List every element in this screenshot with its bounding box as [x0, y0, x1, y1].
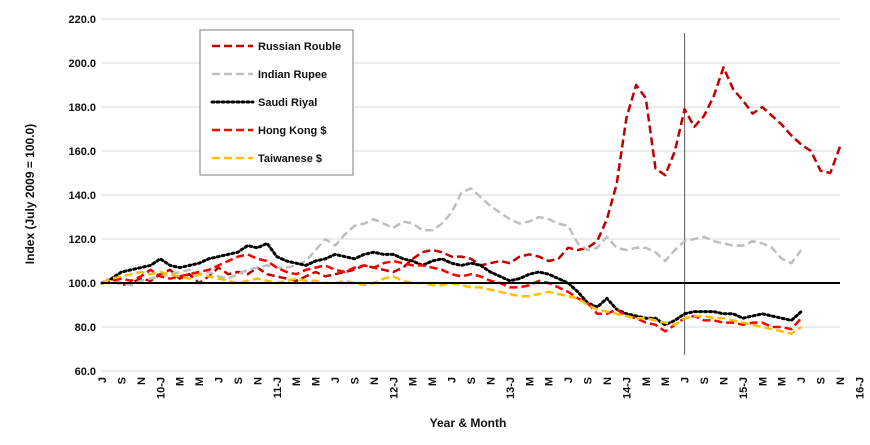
x-tick-label: M — [641, 377, 653, 386]
legend-label: Taiwanese $ — [258, 153, 322, 165]
x-tick-label: 11-J — [272, 377, 284, 398]
x-tick-label: S — [816, 377, 828, 384]
legend-label: Hong Kong $ — [258, 125, 326, 137]
x-tick-label: S — [699, 377, 711, 384]
legend-label: Russian Rouble — [258, 41, 341, 53]
x-tick-label: S — [233, 377, 245, 384]
y-tick-label: 200.0 — [68, 58, 96, 70]
x-tick-label: S — [583, 377, 595, 384]
series-line-hong-kong — [101, 253, 803, 333]
x-tick-label: J — [563, 377, 575, 383]
x-tick-label: N — [369, 377, 381, 385]
x-tick-label: 14-J — [621, 377, 633, 399]
x-tick-label: M — [757, 377, 769, 386]
y-tick-label: 160.0 — [68, 146, 96, 158]
x-tick-label: M — [660, 377, 672, 386]
x-tick-label: M — [175, 377, 187, 386]
y-tick-label: 180.0 — [68, 102, 96, 114]
x-tick-label: M — [194, 377, 206, 386]
x-tick-label: J — [447, 377, 459, 383]
series-line-russian-rouble — [101, 66, 842, 287]
x-tick-label: 13-J — [505, 377, 517, 399]
x-tick-label: J — [796, 377, 808, 383]
x-axis-title: Year & Month — [430, 416, 507, 430]
x-tick-label: S — [349, 377, 361, 384]
x-tick-label: 16-J — [854, 377, 866, 399]
series-line-indian-rupee — [101, 187, 803, 287]
x-tick-label: N — [835, 377, 847, 385]
legend-box — [199, 29, 354, 176]
x-tick-label: M — [291, 377, 303, 386]
x-tick-label: 12-J — [388, 377, 400, 399]
series-line-saudi-riyal — [100, 241, 803, 327]
x-tick-label: N — [602, 377, 614, 385]
y-tick-label: 220.0 — [68, 14, 96, 26]
legend-label: Saudi Riyal — [258, 97, 317, 109]
y-tick-label: 100.0 — [68, 278, 96, 290]
x-tick-label: J — [680, 377, 692, 383]
x-tick-label: M — [524, 377, 536, 386]
x-tick-label: N — [252, 377, 264, 385]
x-tick-label: 15-J — [738, 377, 750, 399]
y-tick-label: 140.0 — [68, 190, 96, 202]
x-tick-label: J — [97, 377, 109, 383]
x-tick-label: J — [214, 377, 226, 383]
y-tick-label: 120.0 — [68, 234, 96, 246]
y-axis-ticks: 60.0 80.0 100.0 120.0 140.0 160.0 180.0 200.0 22… — [68, 14, 96, 378]
x-axis-ticks: J S N 10-J M M J S N 11-J M M J S N 12-J M M J S N 13-J M M J S N 1… — [97, 377, 866, 399]
series-line-taiwanese — [101, 270, 802, 335]
x-tick-label: N — [718, 377, 730, 385]
vertical-markers — [684, 33, 686, 355]
x-tick-label: N — [485, 377, 497, 385]
x-tick-label: M — [544, 377, 556, 386]
legend: Russian Rouble Indian Rupee Saudi Riyal Hon… — [199, 29, 354, 176]
x-tick-label: J — [330, 377, 342, 383]
x-tick-label: M — [408, 377, 420, 386]
y-axis-title: Index (July 2009 = 100.0) — [23, 124, 37, 264]
x-tick-label: S — [466, 377, 478, 384]
y-tick-label: 60.0 — [75, 366, 96, 378]
legend-label: Indian Rupee — [258, 69, 327, 81]
x-tick-label: M — [427, 377, 439, 386]
y-tick-label: 80.0 — [75, 322, 96, 334]
x-tick-label: 10-J — [155, 377, 167, 399]
x-tick-label: N — [136, 377, 148, 385]
x-tick-label: S — [116, 377, 128, 384]
x-tick-label: M — [311, 377, 323, 386]
x-tick-label: M — [777, 377, 789, 386]
